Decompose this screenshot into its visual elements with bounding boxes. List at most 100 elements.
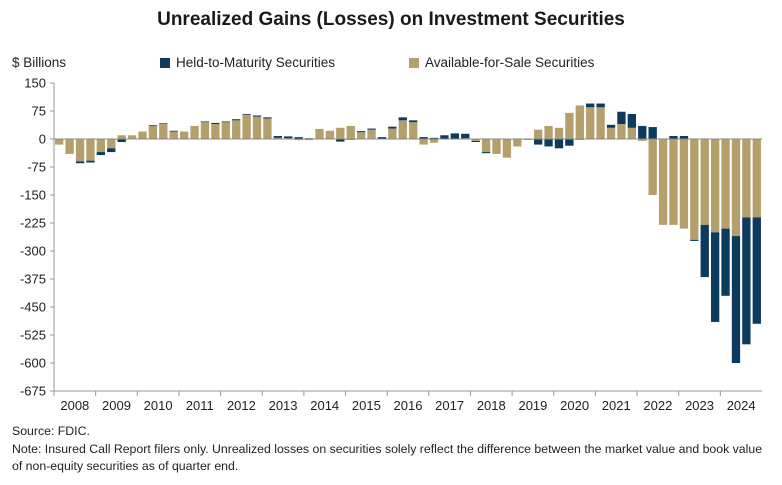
x-tick-label: 2017 (435, 398, 464, 413)
x-tick-label: 2024 (727, 398, 756, 413)
bar-htm (75, 161, 85, 164)
bar-htm (731, 236, 741, 363)
bar-afs (242, 114, 251, 139)
bar-afs (742, 139, 751, 218)
bar-afs (232, 120, 241, 139)
bar-afs (648, 139, 657, 195)
bar-htm (409, 120, 418, 123)
bar-htm (169, 130, 178, 132)
y-tick-label: -525 (20, 328, 46, 343)
bar-afs (513, 139, 522, 147)
bar-afs (533, 129, 543, 139)
bar-afs (190, 125, 199, 139)
bar-afs (627, 127, 637, 139)
bar-afs (107, 139, 116, 149)
x-tick-label: 2014 (310, 398, 339, 413)
bar-afs (481, 139, 491, 153)
bar-htm (461, 133, 470, 139)
y-tick-label: -225 (20, 216, 46, 231)
bar-afs (55, 139, 64, 145)
legend-label-afs: Available-for-Sale Securities (425, 55, 595, 70)
bar-htm (159, 123, 168, 125)
bar-htm (232, 119, 241, 121)
bar-htm (263, 117, 272, 119)
bar-afs (148, 125, 158, 139)
bar-afs (388, 128, 397, 139)
bar-afs (596, 107, 605, 139)
bar-htm (440, 135, 449, 139)
bar-afs (367, 129, 376, 139)
y-tick-label: 150 (24, 76, 46, 91)
bar-afs (419, 139, 428, 145)
bar-htm (294, 137, 303, 139)
bar-htm (565, 139, 574, 146)
bar-htm (398, 117, 407, 121)
legend-item-htm: Held-to-Maturity Securities (160, 55, 335, 70)
bar-afs (565, 112, 574, 139)
bar-afs (554, 127, 564, 139)
bar-htm (450, 133, 460, 139)
bar-afs (544, 125, 553, 139)
bar-htm (648, 127, 657, 139)
y-tick-label: -600 (20, 356, 46, 371)
source-note: Source: FDIC. (12, 424, 90, 438)
bar-htm (617, 111, 626, 125)
x-tick-label: 2022 (643, 398, 672, 413)
bar-htm (86, 160, 95, 163)
bar-afs (356, 132, 366, 139)
bar-afs (75, 139, 85, 162)
legend-label-htm: Held-to-Maturity Securities (176, 55, 336, 70)
bar-htm (107, 148, 116, 153)
bar-afs (304, 139, 314, 141)
bar-afs (200, 122, 210, 139)
bar-afs (138, 131, 147, 139)
bar-htm (148, 125, 158, 126)
x-tick-label: 2019 (518, 398, 547, 413)
x-tick-label: 2021 (602, 398, 631, 413)
bar-afs (263, 118, 272, 139)
bar-htm (554, 139, 564, 149)
bar-afs (669, 139, 678, 225)
bar-afs (221, 122, 230, 139)
bar-htm (679, 136, 689, 139)
bar-htm (690, 239, 699, 241)
chart-title: Unrealized Gains (Losses) on Investment … (157, 9, 625, 30)
bar-afs (575, 105, 584, 139)
bar-afs (700, 139, 709, 225)
bar-htm (721, 228, 730, 296)
bar-afs (638, 139, 647, 141)
bar-htm (638, 125, 647, 139)
bar-htm (700, 224, 709, 278)
bar-htm (356, 131, 366, 133)
bar-htm (586, 103, 595, 108)
footnote: Note: Insured Call Report filers only. U… (12, 442, 763, 473)
legend-swatch-afs (409, 57, 419, 68)
bar-htm (533, 139, 543, 145)
y-tick-label: -675 (20, 384, 46, 399)
x-tick-label: 2018 (477, 398, 506, 413)
bar-afs (336, 127, 345, 139)
bar-afs (325, 130, 335, 139)
bar-afs (179, 131, 189, 139)
x-tick-label: 2008 (60, 398, 89, 413)
bar-afs (658, 139, 668, 225)
bar-htm (710, 232, 720, 322)
x-tick-label: 2012 (227, 398, 256, 413)
bar-afs (86, 139, 95, 161)
bar-htm (669, 136, 678, 139)
bar-afs (127, 135, 137, 139)
x-tick-label: 2013 (269, 398, 298, 413)
bar-htm (221, 121, 230, 123)
bar-afs (492, 139, 501, 154)
bar-afs (690, 139, 699, 240)
bar-afs (211, 124, 220, 139)
bar-afs (586, 107, 595, 139)
bar-afs (346, 125, 355, 139)
legend-swatch-htm (160, 57, 170, 68)
bar-afs (502, 139, 512, 158)
bar-htm (471, 140, 480, 142)
bar-afs (252, 116, 262, 139)
bar-htm (273, 136, 283, 138)
bar-htm (419, 137, 428, 139)
